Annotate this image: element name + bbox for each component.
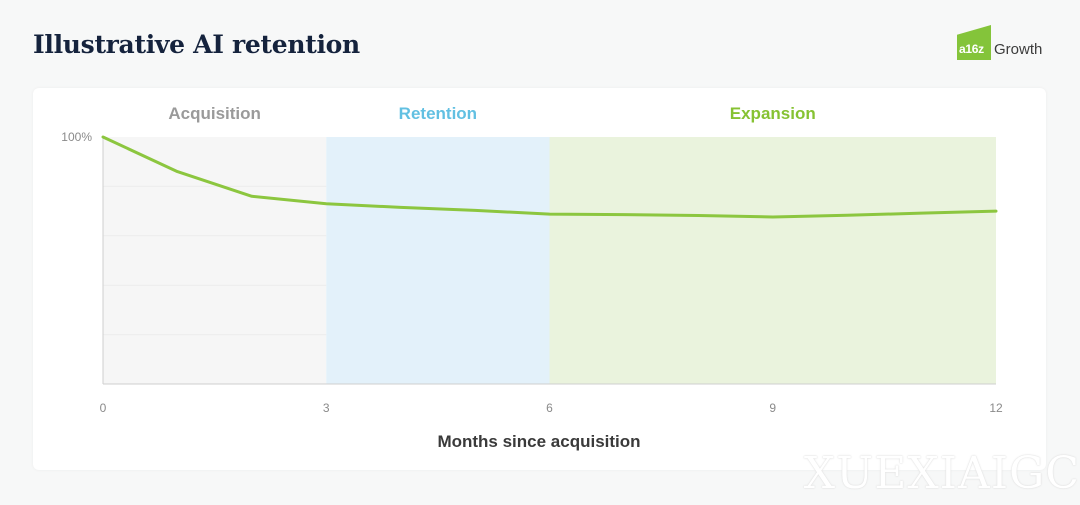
a16z-growth-logo: a16z Growth [957, 25, 1049, 61]
y-tick-label: 100% [61, 130, 92, 144]
x-tick-label: 9 [769, 401, 776, 415]
phase-band-acquisition [103, 137, 327, 384]
phase-label-expansion: Expansion [730, 104, 816, 123]
phase-label-retention: Retention [399, 104, 477, 123]
x-tick-label: 12 [989, 401, 1003, 415]
page-title: Illustrative AI retention [33, 30, 360, 59]
x-tick-label: 6 [546, 401, 553, 415]
x-tick-label: 3 [323, 401, 330, 415]
chart-card: Acquisition Retention Expansion 100% 0 3 6 9 1… [33, 88, 1046, 470]
logo-mark: a16z [959, 42, 984, 56]
phase-band-expansion [549, 137, 996, 384]
x-tick-label: 0 [100, 401, 107, 415]
phase-band-retention [326, 137, 550, 384]
retention-chart: Acquisition Retention Expansion 100% 0 3 6 9 1… [61, 104, 1003, 451]
retention-line [101, 135, 998, 219]
x-axis-label: Months since acquisition [437, 432, 640, 451]
logo-word: Growth [994, 41, 1043, 58]
watermark: XUEXIAIGC [803, 448, 1080, 499]
phase-label-acquisition: Acquisition [168, 104, 261, 123]
